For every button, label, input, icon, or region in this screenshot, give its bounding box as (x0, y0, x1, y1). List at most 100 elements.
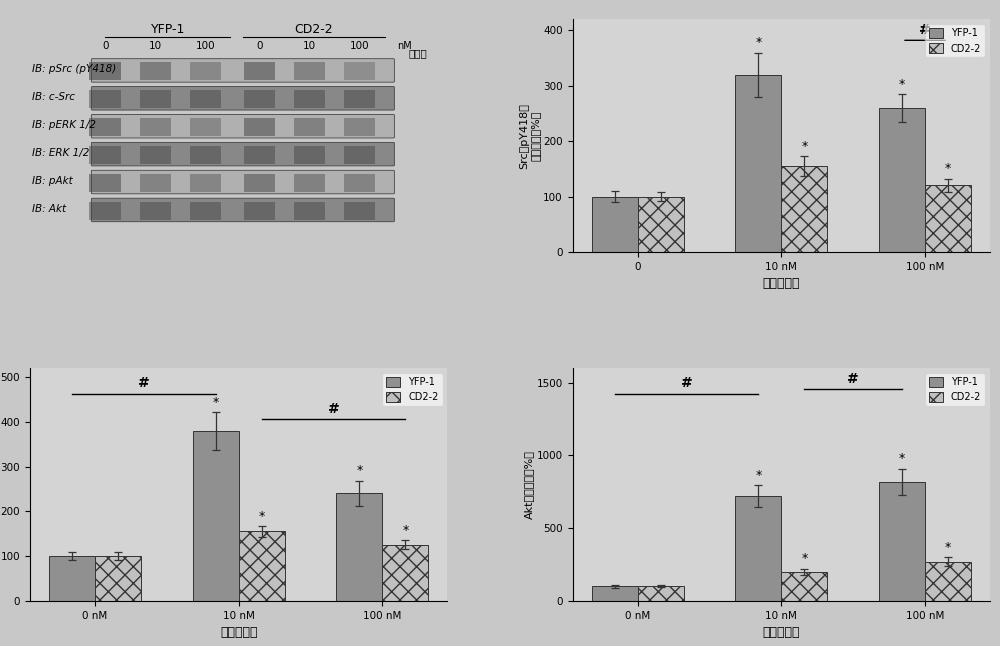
Bar (925, 185, 971, 252)
Bar (140, 90, 171, 109)
Bar (190, 174, 221, 192)
Bar (190, 146, 221, 164)
Bar (336, 494, 382, 601)
Text: *: * (755, 36, 761, 49)
Bar (294, 62, 325, 80)
Text: *: * (899, 452, 905, 465)
Text: 100: 100 (350, 41, 370, 51)
Bar (638, 587, 684, 601)
Text: IB: c-Src: IB: c-Src (32, 92, 75, 102)
Bar (140, 202, 171, 220)
Text: YFP-1: YFP-1 (151, 23, 185, 36)
Bar (344, 146, 375, 164)
Text: #: # (328, 402, 339, 416)
Bar (735, 496, 781, 601)
FancyBboxPatch shape (91, 198, 394, 222)
Bar (781, 166, 827, 252)
Bar (638, 196, 684, 252)
Bar (294, 90, 325, 109)
Bar (294, 146, 325, 164)
X-axis label: 乌本苷浓度: 乌本苷浓度 (763, 626, 800, 639)
Text: #: # (847, 371, 859, 386)
Legend: YFP-1, CD2-2: YFP-1, CD2-2 (925, 25, 985, 57)
Bar (879, 108, 925, 252)
Text: CD2-2: CD2-2 (295, 23, 333, 36)
Bar (294, 202, 325, 220)
Y-axis label: Src（pY418）
活化（对照%）: Src（pY418） 活化（对照%） (519, 103, 540, 169)
Text: IB: ERK 1/2: IB: ERK 1/2 (32, 148, 89, 158)
Bar (89, 174, 121, 192)
FancyBboxPatch shape (91, 59, 394, 82)
Bar (239, 532, 285, 601)
Text: #: # (919, 23, 931, 37)
Text: #: # (138, 377, 150, 390)
Text: #: # (681, 377, 692, 390)
Bar (925, 561, 971, 601)
FancyBboxPatch shape (91, 114, 394, 138)
Bar (89, 146, 121, 164)
Text: IB: Akt: IB: Akt (32, 204, 66, 214)
Bar (879, 482, 925, 601)
Bar (190, 90, 221, 109)
Bar (735, 75, 781, 252)
Text: *: * (801, 552, 807, 565)
Text: 100: 100 (195, 41, 215, 51)
Bar (140, 174, 171, 192)
Bar (344, 118, 375, 136)
Bar (140, 118, 171, 136)
FancyBboxPatch shape (91, 142, 394, 166)
Text: IB: pSrc (pY418): IB: pSrc (pY418) (32, 65, 116, 74)
X-axis label: 乌本苷浓度: 乌本苷浓度 (763, 277, 800, 290)
Text: *: * (801, 140, 807, 152)
X-axis label: 乌本苷浓度: 乌本苷浓度 (220, 626, 257, 639)
Text: 0: 0 (102, 41, 108, 51)
Bar (244, 62, 275, 80)
Bar (49, 556, 95, 601)
Legend: YFP-1, CD2-2: YFP-1, CD2-2 (925, 373, 985, 406)
Text: IB: pAkt: IB: pAkt (32, 176, 73, 186)
Bar (244, 146, 275, 164)
Bar (244, 118, 275, 136)
Bar (89, 202, 121, 220)
Bar (344, 62, 375, 80)
Text: *: * (755, 469, 761, 482)
Bar (89, 90, 121, 109)
Bar (190, 202, 221, 220)
Bar (344, 90, 375, 109)
Text: 10: 10 (149, 41, 162, 51)
Text: IB: pERK 1/2: IB: pERK 1/2 (32, 120, 96, 130)
Y-axis label: Akt活化（对照%）: Akt活化（对照%） (524, 450, 534, 519)
Bar (344, 174, 375, 192)
Text: *: * (945, 162, 951, 175)
Legend: YFP-1, CD2-2: YFP-1, CD2-2 (382, 373, 443, 406)
Text: *: * (945, 541, 951, 554)
Bar (781, 572, 827, 601)
Bar (193, 431, 239, 601)
FancyBboxPatch shape (91, 87, 394, 110)
Text: *: * (213, 395, 219, 408)
Text: *: * (899, 78, 905, 90)
Bar (244, 174, 275, 192)
Bar (244, 202, 275, 220)
FancyBboxPatch shape (91, 171, 394, 194)
Bar (140, 62, 171, 80)
Bar (190, 118, 221, 136)
Text: 乌本苷: 乌本苷 (409, 48, 428, 58)
Bar (382, 545, 428, 601)
Text: nM: nM (397, 41, 412, 51)
Bar (344, 202, 375, 220)
Bar (95, 556, 141, 601)
Text: *: * (259, 510, 265, 523)
Bar (294, 174, 325, 192)
Bar (244, 90, 275, 109)
Text: 10: 10 (303, 41, 316, 51)
Bar (89, 62, 121, 80)
Bar (140, 146, 171, 164)
Text: *: * (356, 464, 363, 477)
Bar (190, 62, 221, 80)
Text: 0: 0 (256, 41, 263, 51)
Text: *: * (402, 524, 409, 537)
Bar (294, 118, 325, 136)
Bar (592, 196, 638, 252)
Bar (89, 118, 121, 136)
